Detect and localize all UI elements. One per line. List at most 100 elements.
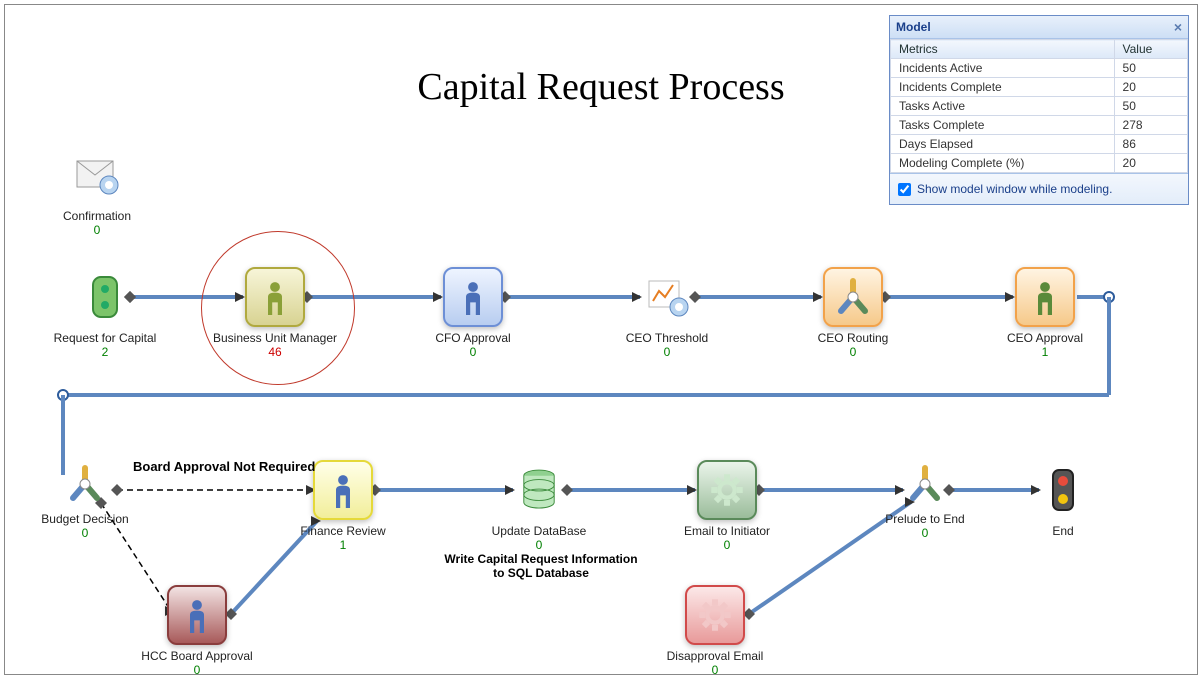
- table-row: Tasks Complete278: [891, 116, 1188, 135]
- node-ceoRouting[interactable]: CEO Routing0: [783, 267, 923, 359]
- node-count: 0: [15, 526, 155, 540]
- metric-value: 20: [1114, 154, 1187, 173]
- node-label: Disapproval Email: [645, 649, 785, 663]
- node-count: 0: [597, 345, 737, 359]
- gear-icon: [710, 473, 744, 507]
- diagram-canvas: Capital Request Process Confirmation0 Re…: [4, 4, 1198, 675]
- gear-icon: [698, 598, 732, 632]
- metric-name: Tasks Complete: [891, 116, 1115, 135]
- metric-value: 50: [1114, 97, 1187, 116]
- node-count: 46: [205, 345, 345, 359]
- metric-name: Incidents Complete: [891, 78, 1115, 97]
- node-icon: [823, 267, 883, 327]
- node-emailInit[interactable]: Email to Initiator0: [657, 460, 797, 552]
- metric-name: Days Elapsed: [891, 135, 1115, 154]
- annotation-db-subtitle: Write Capital Request Information to SQL…: [441, 552, 641, 580]
- metric-value: 20: [1114, 78, 1187, 97]
- node-bum[interactable]: Business Unit Manager46: [205, 267, 345, 359]
- model-checkbox-row[interactable]: Show model window while modeling.: [890, 173, 1188, 204]
- node-count: 0: [27, 223, 167, 237]
- node-label: CFO Approval: [403, 331, 543, 345]
- model-panel-title: Model: [896, 20, 931, 34]
- table-row: Tasks Active50: [891, 97, 1188, 116]
- person-icon: [261, 280, 289, 315]
- metric-value: 50: [1114, 59, 1187, 78]
- node-count: 0: [469, 538, 609, 552]
- node-icon: [313, 460, 373, 520]
- node-disEmail[interactable]: Disapproval Email0: [645, 585, 785, 677]
- node-label: End: [993, 524, 1133, 538]
- node-label: Finance Review: [273, 524, 413, 538]
- node-count: 0: [645, 663, 785, 677]
- node-label: CEO Routing: [783, 331, 923, 345]
- database-icon: [520, 468, 558, 512]
- node-count: 1: [975, 345, 1115, 359]
- close-icon[interactable]: ×: [1174, 19, 1182, 35]
- node-end[interactable]: End: [993, 460, 1133, 538]
- node-count: 2: [35, 345, 175, 359]
- node-icon: [75, 267, 135, 327]
- model-col-value: Value: [1114, 40, 1187, 59]
- decision-icon: [645, 277, 689, 317]
- node-label: Budget Decision: [15, 512, 155, 526]
- node-icon: [509, 460, 569, 520]
- node-icon: [685, 585, 745, 645]
- node-reqCapital[interactable]: Request for Capital2: [35, 267, 175, 359]
- node-icon: [697, 460, 757, 520]
- node-label: Update DataBase: [469, 524, 609, 538]
- table-row: Incidents Active50: [891, 59, 1188, 78]
- metric-value: 278: [1114, 116, 1187, 135]
- node-icon: [61, 460, 109, 508]
- node-icon: [1033, 460, 1093, 520]
- table-row: Days Elapsed86: [891, 135, 1188, 154]
- model-metrics-table: Metrics Value Incidents Active50Incident…: [890, 39, 1188, 173]
- route-icon: [905, 464, 945, 504]
- node-count: 0: [127, 663, 267, 677]
- node-label: Email to Initiator: [657, 524, 797, 538]
- route-icon: [833, 277, 873, 317]
- node-hccBoard[interactable]: HCC Board Approval0: [127, 585, 267, 677]
- person-icon: [183, 598, 211, 633]
- metric-value: 86: [1114, 135, 1187, 154]
- node-ceoApproval[interactable]: CEO Approval1: [975, 267, 1115, 359]
- metric-name: Incidents Active: [891, 59, 1115, 78]
- model-checkbox[interactable]: [898, 183, 911, 196]
- node-icon: [67, 145, 127, 205]
- node-label: Request for Capital: [35, 331, 175, 345]
- node-icon: [637, 267, 697, 327]
- node-label: CEO Approval: [975, 331, 1115, 345]
- node-label: HCC Board Approval: [127, 649, 267, 663]
- envelope-icon: [75, 155, 119, 195]
- node-label: Business Unit Manager: [205, 331, 345, 345]
- node-cfo[interactable]: CFO Approval0: [403, 267, 543, 359]
- node-count: 1: [273, 538, 413, 552]
- node-icon: [167, 585, 227, 645]
- node-prelude[interactable]: Prelude to End0: [855, 460, 995, 540]
- person-icon: [1031, 280, 1059, 315]
- metric-name: Modeling Complete (%): [891, 154, 1115, 173]
- end-icon: [1049, 466, 1077, 514]
- node-count: 0: [783, 345, 923, 359]
- table-row: Modeling Complete (%)20: [891, 154, 1188, 173]
- node-ceoThresh[interactable]: CEO Threshold0: [597, 267, 737, 359]
- node-label: Prelude to End: [855, 512, 995, 526]
- node-confirmation[interactable]: Confirmation0: [27, 145, 167, 237]
- person-icon: [459, 280, 487, 315]
- node-label: CEO Threshold: [597, 331, 737, 345]
- model-checkbox-label: Show model window while modeling.: [917, 182, 1112, 196]
- node-updateDB[interactable]: Update DataBase0: [469, 460, 609, 552]
- node-label: Confirmation: [27, 209, 167, 223]
- annotation-board-not-required: Board Approval Not Required: [133, 459, 315, 474]
- model-col-metrics: Metrics: [891, 40, 1115, 59]
- start-icon: [89, 273, 121, 321]
- model-panel: Model × Metrics Value Incidents Active50…: [889, 15, 1189, 205]
- node-icon: [245, 267, 305, 327]
- node-count: 0: [403, 345, 543, 359]
- node-icon: [443, 267, 503, 327]
- model-panel-titlebar[interactable]: Model ×: [890, 16, 1188, 39]
- node-icon: [1015, 267, 1075, 327]
- metric-name: Tasks Active: [891, 97, 1115, 116]
- node-count: 0: [657, 538, 797, 552]
- node-count: 0: [855, 526, 995, 540]
- route-icon: [65, 464, 105, 504]
